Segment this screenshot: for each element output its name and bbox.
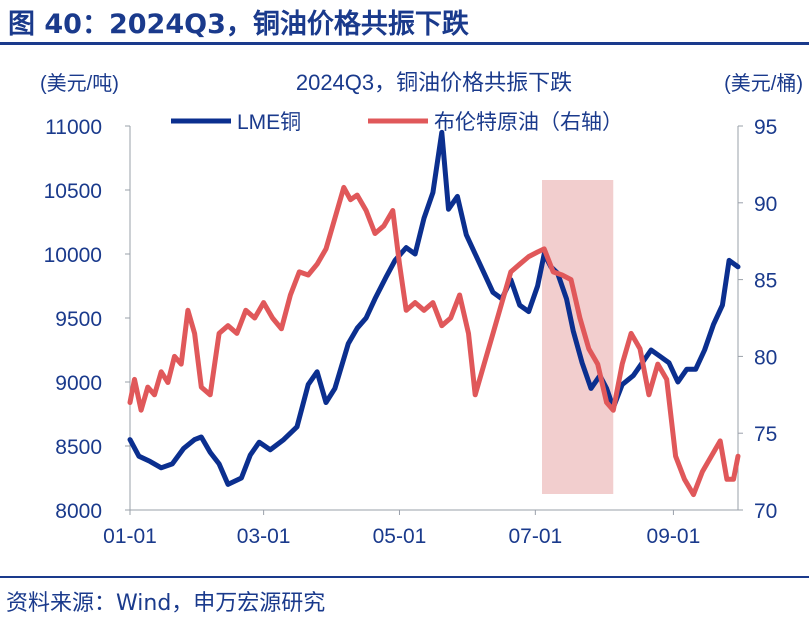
left-axis-unit: (美元/吨) [40, 72, 119, 95]
left-tick-label: 8000 [55, 500, 102, 523]
x-tick-label: 05-01 [373, 525, 427, 548]
series-layer [127, 129, 741, 498]
left-tick-label: 8500 [55, 436, 102, 459]
chart-canvas: 8000 8500 9000 9500 10000 10500 11000 70 75 80 85 9… [40, 70, 803, 548]
right-tick-label: 95 [754, 116, 777, 139]
right-tick-label: 80 [754, 346, 777, 369]
figure-title: 图 40：2024Q3，铜油价格共振下跌 [8, 9, 469, 40]
right-axis-unit: (美元/桶) [724, 72, 803, 95]
left-tick-label: 9500 [55, 308, 102, 331]
title-rule [0, 42, 809, 45]
left-tick-label: 10500 [44, 180, 102, 203]
oil-line [127, 184, 741, 498]
right-tick-label: 70 [754, 500, 777, 523]
source-rule [0, 576, 809, 578]
left-tick-label: 10000 [44, 244, 102, 267]
right-tick-label: 75 [754, 423, 777, 446]
right-tick-label: 85 [754, 270, 777, 293]
axes-layer [125, 125, 743, 515]
left-tick-label: 9000 [55, 372, 102, 395]
legend-oil-label: 布伦特原油（右轴） [434, 111, 623, 134]
legend-copper-label: LME铜 [237, 111, 301, 134]
text-layer: 8000 8500 9000 9500 10000 10500 11000 70 75 80 85 9… [40, 70, 803, 548]
x-tick-label: 01-01 [103, 525, 157, 548]
x-tick-label: 03-01 [237, 525, 291, 548]
highlight-layer [542, 180, 614, 494]
highlight-band [542, 180, 614, 494]
chart-title: 2024Q3，铜油价格共振下跌 [296, 70, 572, 95]
x-tick-label: 07-01 [508, 525, 562, 548]
source-note: 资料来源：Wind，申万宏源研究 [6, 591, 326, 616]
x-tick-label: 09-01 [647, 525, 701, 548]
right-tick-label: 90 [754, 193, 777, 216]
left-tick-label: 11000 [45, 116, 102, 139]
